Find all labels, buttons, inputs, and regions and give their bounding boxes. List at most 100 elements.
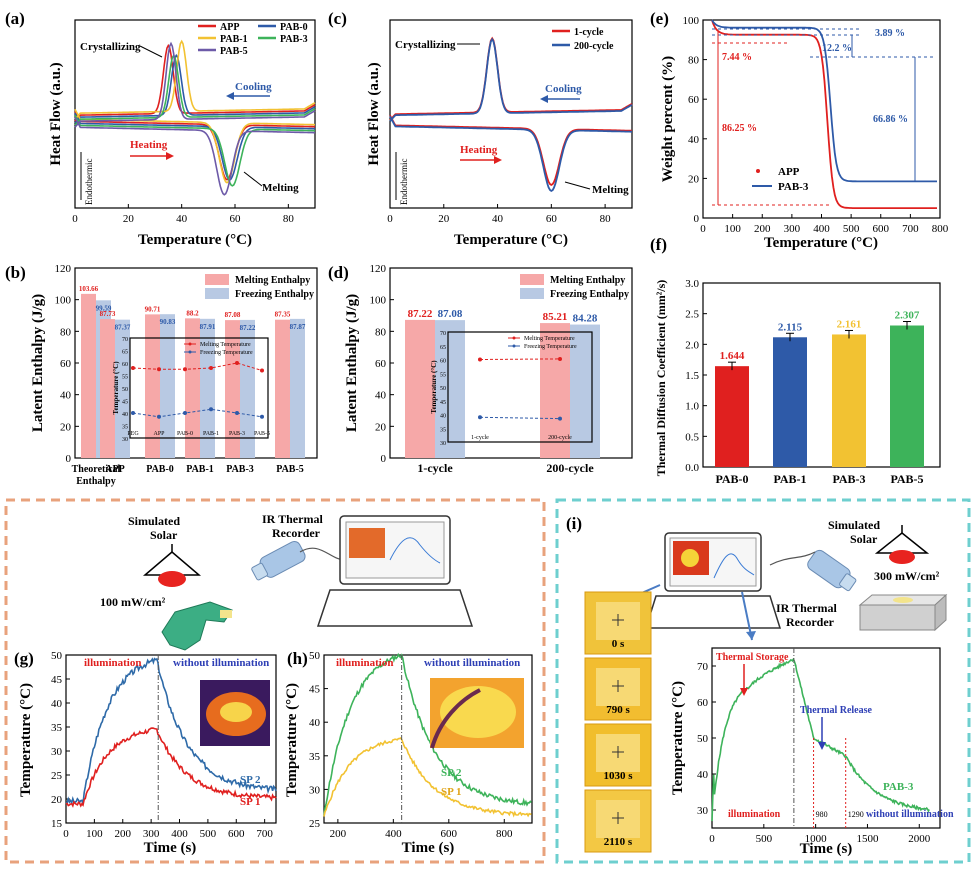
xtick-label: 500 — [200, 828, 217, 840]
xtick-label: 300 — [143, 828, 160, 840]
inset-ytick-label: 50 — [122, 387, 128, 393]
axes-g — [65, 654, 277, 824]
xlabel-h: Time (s) — [402, 840, 455, 856]
curves-c — [389, 36, 633, 192]
legend-label-app: APP — [778, 166, 800, 178]
bar-melting-Theoretical Enthalpy — [81, 293, 96, 458]
ytick-label: 20 — [51, 794, 63, 806]
ytick-label: 60 — [688, 94, 700, 106]
inset-ytick-label: 60 — [440, 359, 446, 365]
bar-label-freezing: 87.91 — [200, 323, 216, 331]
panel-label-f: (f) — [650, 235, 667, 254]
bar-label-freezing: 90.83 — [160, 318, 176, 326]
dsc-cooling-curve-app — [74, 43, 316, 122]
xtick-label: PAB-3 — [832, 472, 865, 486]
inset-xtick-label: PAB-3 — [229, 431, 245, 437]
ytick-label: 1.5 — [685, 370, 699, 382]
ir-recorder-right: IR Thermal Recorder — [776, 601, 837, 629]
series-label-sp2-g: SP 2 — [240, 774, 261, 786]
xtick-label: 100 — [724, 223, 741, 235]
inset-freezing-point — [558, 416, 562, 421]
ytick-label: 30 — [309, 784, 321, 796]
ytick-label: 25 — [309, 818, 321, 830]
bar-melting-200-cycle — [540, 323, 570, 458]
ytick-label: 0.5 — [685, 431, 699, 443]
inset-melting-line — [132, 362, 263, 371]
cable-right — [769, 551, 816, 566]
bar-pab-0 — [715, 366, 749, 467]
ir-frame-time: 2110 s — [604, 836, 633, 848]
dsc-heating-curve-200-cycle — [389, 115, 632, 192]
xticks-a: 0 20 40 60 80 — [72, 204, 294, 225]
annot-389: 3.89 % — [875, 28, 905, 39]
right-dashed-frame — [555, 498, 971, 864]
bar-pab-1 — [773, 337, 807, 467]
ytick-label: 70 — [697, 661, 709, 673]
arrowhead-cooling-c — [540, 95, 548, 103]
annot-without-h: without illumination — [424, 657, 520, 669]
legend-label-pab-3: PAB-3 — [280, 34, 308, 45]
annot-without-g: without illumination — [173, 657, 269, 669]
ytick-label: 50 — [309, 650, 321, 662]
xtick-label: 0 — [709, 833, 715, 845]
bar-value-label: 2.161 — [837, 318, 862, 330]
plot-g: 0 100 200 300 400 500 600 700 15 20 25 30 35 40 45 50 il… — [51, 650, 277, 840]
bar-label-melting: 87.73 — [100, 310, 116, 318]
inset-ytick-label: 60 — [122, 362, 128, 368]
annot-storage-i: Thermal Storage — [716, 652, 789, 663]
ytick-label: 50 — [51, 650, 63, 662]
ytick-label: 80 — [375, 326, 387, 338]
annot-melting-a: Melting — [262, 182, 299, 194]
xtick-label: 20 — [438, 213, 450, 225]
inset-freezing-point — [157, 414, 161, 419]
dsc-heating-curve-pab-3 — [74, 114, 315, 187]
legend-label-pab-3: PAB-3 — [778, 181, 809, 193]
laptop-thermal-image-left — [349, 528, 385, 558]
ytick-label: 20 — [688, 173, 700, 185]
panel-label-i: (i) — [566, 514, 582, 533]
ytick-label: 80 — [60, 326, 72, 338]
xtick-label: 800 — [496, 828, 513, 840]
inset-legend-freezing-marker — [188, 350, 192, 354]
annot-illumination-h: illumination — [336, 657, 393, 669]
bar-pab-3 — [832, 334, 866, 467]
inset-melting-point — [183, 367, 187, 372]
annot-crystallizing-a: Crystallizing — [80, 41, 141, 53]
panel-e: (e) 0 100 200 300 400 500 600 700 800 0 20 40 60 80 10… — [650, 9, 949, 251]
sp2-curve-g — [65, 657, 277, 805]
bar-freezing-1-cycle — [435, 320, 465, 458]
sample-block-side — [934, 593, 947, 632]
ytick-label: 60 — [697, 697, 709, 709]
ytick-label: 20 — [375, 421, 387, 433]
inset-ytick-label: 55 — [440, 372, 446, 378]
annot-release-i: Thermal Release — [800, 705, 872, 716]
panel-label-g: (g) — [14, 649, 34, 668]
bar-label-melting: 87.08 — [225, 311, 241, 319]
ytick-label: 40 — [697, 769, 709, 781]
ylabel-a: Heat Flow (a.u.) — [48, 62, 64, 165]
ylabel-h: Temperature (°C) — [284, 683, 300, 797]
ytick-label: 50 — [697, 733, 709, 745]
bar-label-melting: 90.71 — [145, 305, 161, 313]
inset-legend-melting: Melting Temperature — [524, 336, 575, 342]
ytick-label: 40 — [375, 390, 387, 402]
series-label-pab3-i: PAB-3 — [883, 781, 914, 793]
pab3-curve-i — [711, 657, 930, 822]
annot-cooling-c: Cooling — [545, 83, 582, 95]
xtick-label: 0 — [387, 213, 393, 225]
xtick-label: 600 — [873, 223, 890, 235]
bar-label-freezing: 87.22 — [240, 324, 256, 332]
inset-melting-point — [558, 356, 562, 361]
axes-i — [711, 647, 941, 829]
ytick-label: 15 — [51, 818, 63, 830]
bar-label-melting: 87.35 — [275, 311, 291, 319]
inset-legend-freezing: Freezing Temperature — [200, 350, 253, 356]
xtick-label: 300 — [784, 223, 801, 235]
bar-label-freezing: 87.08 — [438, 308, 463, 320]
xtick-label: PAB-3 — [226, 464, 254, 475]
ytick-label: 20 — [60, 421, 72, 433]
laptop-right — [644, 532, 782, 629]
legend-swatch-melting — [520, 274, 544, 285]
